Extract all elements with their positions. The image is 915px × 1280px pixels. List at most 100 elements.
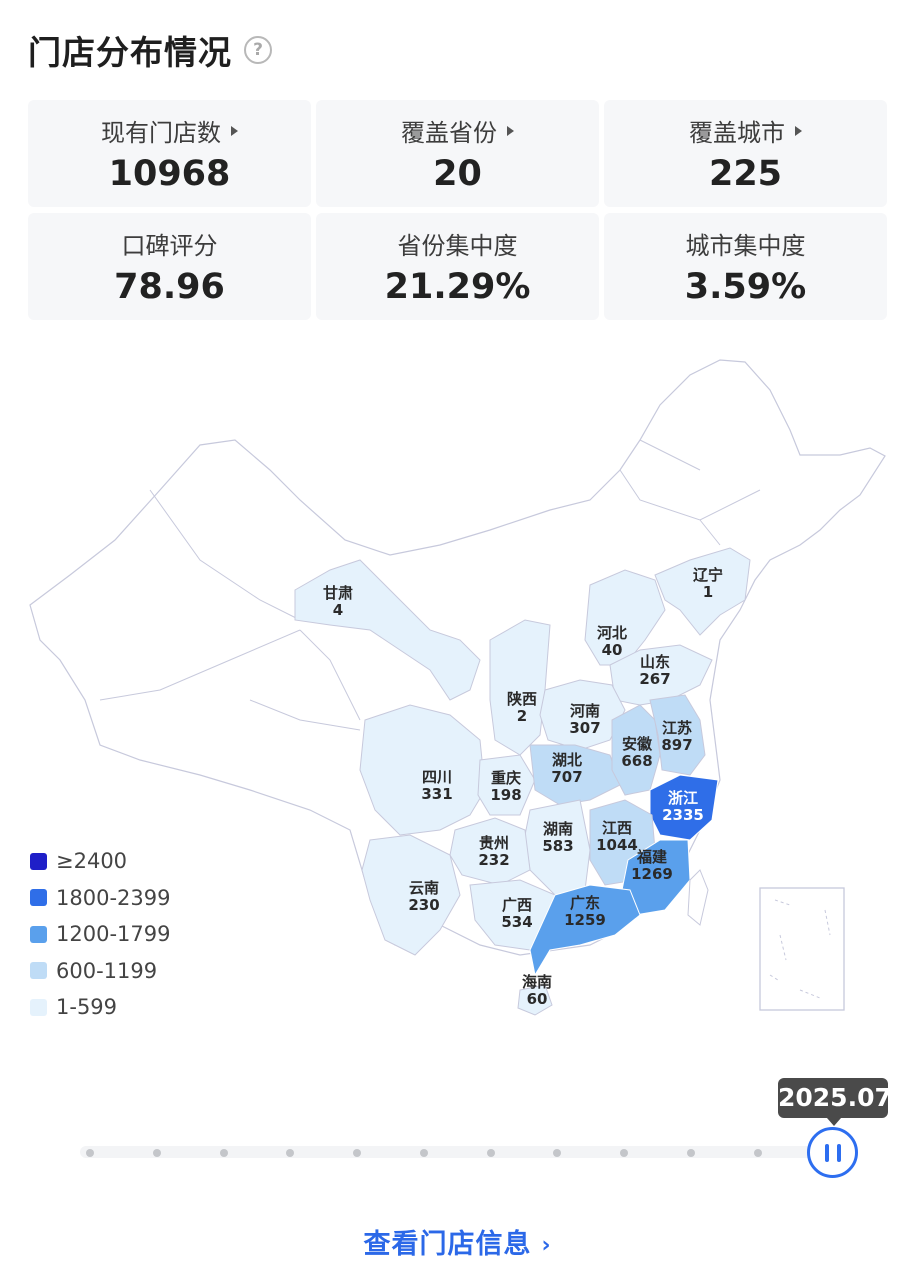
legend-swatch xyxy=(30,889,47,907)
stat-label: 口碑评分 xyxy=(121,232,218,260)
province-name-label: 江西 xyxy=(602,819,632,837)
province-hubei xyxy=(529,744,621,806)
pause-icon xyxy=(824,1143,829,1162)
timeline-dot[interactable] xyxy=(86,1149,94,1157)
stat-city-concentration: 城市集中度 3.59% xyxy=(604,213,887,320)
province-name-label: 四川 xyxy=(422,768,452,786)
stat-store-count[interactable]: 现有门店数 10968 xyxy=(28,100,311,207)
province-name-label: 安徽 xyxy=(622,735,653,753)
stat-label: 覆盖省份 xyxy=(401,119,497,147)
province-name-label: 海南 xyxy=(522,973,552,991)
stat-city-coverage[interactable]: 覆盖城市 225 xyxy=(604,100,887,207)
stat-label: 覆盖城市 xyxy=(689,119,785,147)
timeline-track[interactable] xyxy=(80,1146,840,1158)
province-name-label: 河北 xyxy=(597,624,627,642)
stats-grid: 现有门店数 10968 覆盖省份 20 覆盖城市 225 口碑评分 78.96 … xyxy=(28,100,887,320)
province-value-label: 2 xyxy=(517,707,527,725)
province-value-label: 707 xyxy=(551,768,582,786)
taiwan-outline xyxy=(687,869,709,926)
legend-item[interactable]: 1-599 xyxy=(30,989,170,1026)
stat-value: 20 xyxy=(433,154,482,194)
legend-item[interactable]: 1800-2399 xyxy=(30,880,170,917)
province-liaoning xyxy=(654,547,751,636)
province-value-label: 198 xyxy=(490,786,521,804)
current-period-tooltip: 2025.07 xyxy=(778,1078,892,1126)
stat-value: 225 xyxy=(708,154,783,194)
province-guizhou xyxy=(449,817,531,886)
province-jiangsu xyxy=(649,694,706,776)
province-name-label: 湖南 xyxy=(543,820,573,838)
province-chongqing xyxy=(477,754,536,816)
legend-item[interactable]: 600-1199 xyxy=(30,953,170,990)
province-yunnan xyxy=(361,834,461,956)
page-title: 门店分布情况 xyxy=(28,33,232,72)
caret-right-icon xyxy=(231,125,238,136)
stat-province-coverage[interactable]: 覆盖省份 20 xyxy=(316,100,599,207)
pause-icon xyxy=(836,1143,841,1162)
province-guangdong xyxy=(529,884,641,977)
province-name-label: 贵州 xyxy=(479,834,509,852)
legend-item[interactable]: ≥2400 xyxy=(30,843,170,880)
province-shandong xyxy=(609,644,713,706)
legend-swatch xyxy=(30,925,47,943)
province-value-label: 2335 xyxy=(662,806,704,824)
province-name-label: 重庆 xyxy=(491,769,521,787)
legend-swatch xyxy=(30,962,47,980)
timeline: 2025.07 xyxy=(0,1060,915,1190)
legend-label: 1200-1799 xyxy=(56,922,171,947)
stat-value: 21.29% xyxy=(384,267,531,307)
caret-right-icon xyxy=(795,125,802,136)
legend-item[interactable]: 1200-1799 xyxy=(30,916,170,953)
help-icon[interactable]: ? xyxy=(244,36,272,64)
province-value-label: 307 xyxy=(569,719,600,737)
chevron-right-icon: › xyxy=(541,1233,552,1258)
legend-label: 1-599 xyxy=(56,995,118,1020)
legend-label: 600-1199 xyxy=(56,958,158,983)
province-hainan xyxy=(517,984,553,1016)
legend-label: ≥2400 xyxy=(56,849,128,874)
timeline-dot[interactable] xyxy=(220,1149,228,1157)
province-hebei xyxy=(584,569,666,666)
caret-right-icon xyxy=(507,125,514,136)
map-legend: ≥2400 1800-2399 1200-1799 600-1199 1-599 xyxy=(30,843,170,1026)
province-name-label: 湖北 xyxy=(552,751,582,769)
timeline-dot[interactable] xyxy=(687,1149,695,1157)
province-value-label: 60 xyxy=(527,990,548,1008)
province-anhui xyxy=(611,704,661,796)
timeline-dot[interactable] xyxy=(487,1149,495,1157)
province-value-label: 583 xyxy=(542,837,573,855)
province-name-label: 江苏 xyxy=(662,719,692,737)
province-name-label: 福建 xyxy=(636,848,668,866)
timeline-dot[interactable] xyxy=(620,1149,628,1157)
view-stores-link[interactable]: 查看门店信息 › xyxy=(0,1222,915,1261)
legend-swatch xyxy=(30,998,47,1016)
province-name-label: 辽宁 xyxy=(693,566,723,584)
province-value-label: 1044 xyxy=(596,836,638,854)
province-value-label: 230 xyxy=(408,896,439,914)
province-value-label: 331 xyxy=(421,785,452,803)
header: 门店分布情况 ? xyxy=(28,26,272,74)
province-name-label: 云南 xyxy=(409,879,439,897)
timeline-dot[interactable] xyxy=(754,1149,762,1157)
stat-value: 3.59% xyxy=(684,267,807,307)
timeline-dot[interactable] xyxy=(353,1149,361,1157)
province-value-label: 40 xyxy=(602,641,623,659)
stat-label: 城市集中度 xyxy=(685,232,806,260)
province-value-label: 897 xyxy=(661,736,692,754)
province-name-label: 山东 xyxy=(640,653,670,671)
province-name-label: 浙江 xyxy=(668,789,698,807)
timeline-dot[interactable] xyxy=(286,1149,294,1157)
stat-rating: 口碑评分 78.96 xyxy=(28,213,311,320)
province-sichuan xyxy=(359,704,486,836)
province-gansu xyxy=(294,559,481,701)
timeline-dot[interactable] xyxy=(153,1149,161,1157)
pause-button[interactable] xyxy=(807,1127,858,1178)
timeline-dot[interactable] xyxy=(420,1149,428,1157)
stat-label: 现有门店数 xyxy=(101,119,221,147)
view-stores-label: 查看门店信息 xyxy=(363,1229,532,1260)
stat-province-concentration: 省份集中度 21.29% xyxy=(316,213,599,320)
timeline-dot[interactable] xyxy=(553,1149,561,1157)
province-name-label: 陕西 xyxy=(507,690,537,708)
